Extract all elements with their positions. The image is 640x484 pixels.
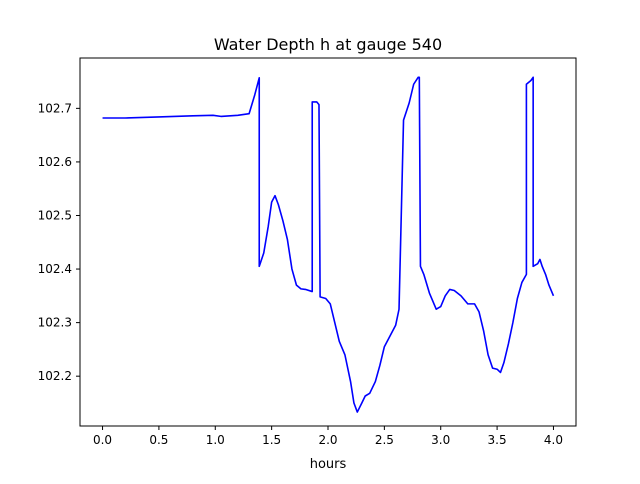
x-tick-label: 2.0 [318,433,337,447]
x-tick-label: 3.0 [431,433,450,447]
y-tick-label: 102.5 [38,208,72,222]
y-tick-label: 102.3 [38,316,72,330]
y-tick-label: 102.2 [38,369,72,383]
y-tick-label: 102.7 [38,101,72,115]
x-tick-label: 2.5 [375,433,394,447]
x-axis-label: hours [310,457,347,472]
x-tick-label: 4.0 [544,433,563,447]
chart-title: Water Depth h at gauge 540 [214,35,442,54]
y-tick-label: 102.6 [38,155,72,169]
x-tick-label: 0.0 [93,433,112,447]
x-tick-label: 1.5 [262,433,281,447]
plot-area: 0.0 0.5 1.0 1.5 2.0 2.5 3.0 3.5 4.0 102.2 102.3 102… [38,57,577,447]
x-tick-label: 3.5 [488,433,507,447]
x-tick-label: 1.0 [206,433,225,447]
x-tick-label: 0.5 [149,433,168,447]
y-tick-label: 102.4 [38,262,72,276]
series-line-0 [102,76,555,413]
